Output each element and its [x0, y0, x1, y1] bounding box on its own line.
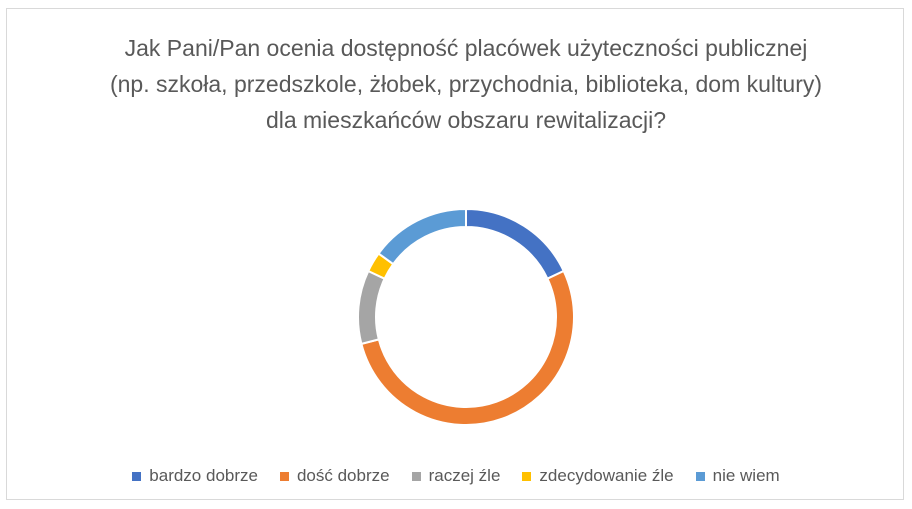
legend-label: dość dobrze: [296, 466, 390, 485]
legend-label: bardzo dobrze: [149, 466, 258, 485]
legend-swatch: [522, 471, 532, 481]
legend-item: nie wiem: [695, 466, 780, 486]
legend-label: zdecydowanie źle: [539, 466, 674, 485]
legend: bardzo dobrze dość dobrze raczej źle zdecyd…: [0, 466, 912, 486]
legend-label: nie wiem: [712, 466, 780, 485]
legend-item: dość dobrze: [279, 466, 390, 486]
legend-label: raczej źle: [428, 466, 501, 485]
legend-item: zdecydowanie źle: [522, 466, 674, 486]
legend-swatch: [279, 471, 289, 481]
legend-swatch: [132, 471, 142, 481]
legend-item: bardzo dobrze: [132, 466, 258, 486]
chart-frame: [6, 8, 904, 500]
legend-swatch: [411, 471, 421, 481]
donut-segment: [357, 269, 386, 346]
legend-swatch: [695, 471, 705, 481]
legend-item: raczej źle: [411, 466, 501, 486]
donut-segment: [377, 207, 467, 266]
donut-segment: [465, 207, 566, 281]
donut-segment: [360, 269, 575, 426]
chart-title: Jak Pani/Pan ocenia dostępność placówek …: [109, 35, 823, 133]
